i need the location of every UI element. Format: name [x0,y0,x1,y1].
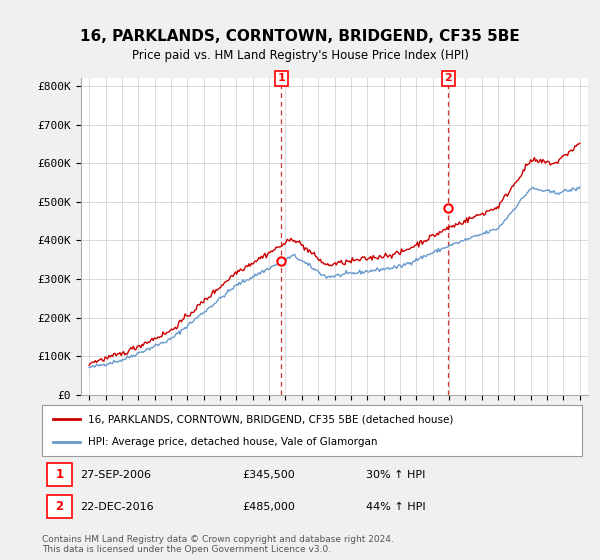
Text: HPI: Average price, detached house, Vale of Glamorgan: HPI: Average price, detached house, Vale… [88,437,377,447]
Text: 16, PARKLANDS, CORNTOWN, BRIDGEND, CF35 5BE: 16, PARKLANDS, CORNTOWN, BRIDGEND, CF35 … [80,29,520,44]
Text: 27-SEP-2006: 27-SEP-2006 [80,470,151,480]
FancyBboxPatch shape [42,405,582,456]
Text: £345,500: £345,500 [242,470,295,480]
Text: 16, PARKLANDS, CORNTOWN, BRIDGEND, CF35 5BE (detached house): 16, PARKLANDS, CORNTOWN, BRIDGEND, CF35 … [88,414,453,424]
FancyBboxPatch shape [47,495,72,519]
Text: 44% ↑ HPI: 44% ↑ HPI [366,502,425,512]
Text: 1: 1 [55,468,64,481]
FancyBboxPatch shape [47,463,72,486]
Text: £485,000: £485,000 [242,502,295,512]
Text: 2: 2 [445,73,452,83]
Text: 1: 1 [277,73,285,83]
Text: Price paid vs. HM Land Registry's House Price Index (HPI): Price paid vs. HM Land Registry's House … [131,49,469,63]
Text: 22-DEC-2016: 22-DEC-2016 [80,502,154,512]
Text: 30% ↑ HPI: 30% ↑ HPI [366,470,425,480]
Text: Contains HM Land Registry data © Crown copyright and database right 2024.
This d: Contains HM Land Registry data © Crown c… [42,535,394,554]
Text: 2: 2 [55,500,64,514]
